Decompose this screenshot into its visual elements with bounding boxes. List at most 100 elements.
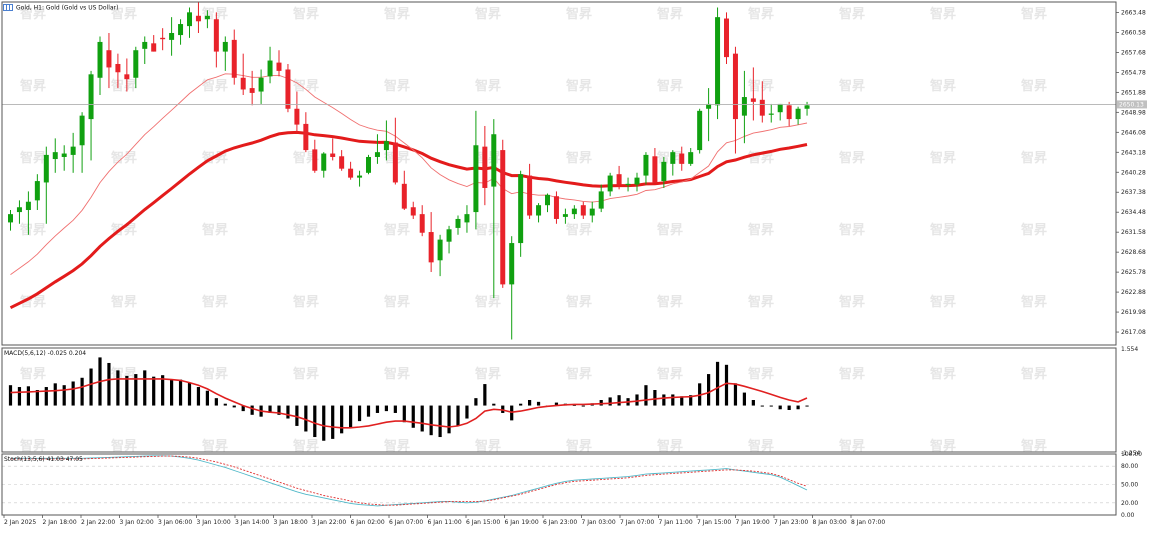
candle[interactable]	[607, 172, 613, 197]
time-tick-label: 3 Jan 02:00	[120, 519, 154, 526]
candle[interactable]	[527, 163, 533, 219]
candle[interactable]	[464, 205, 470, 233]
candle[interactable]	[697, 108, 703, 154]
candle[interactable]	[500, 139, 506, 288]
candle[interactable]	[312, 139, 318, 173]
candle[interactable]	[330, 138, 336, 161]
candle[interactable]	[634, 172, 640, 192]
candle[interactable]	[285, 63, 291, 113]
candle[interactable]	[509, 236, 515, 340]
candle[interactable]	[724, 12, 729, 64]
candle[interactable]	[249, 70, 255, 106]
candle[interactable]	[455, 215, 461, 235]
candle[interactable]	[482, 125, 488, 206]
candle[interactable]	[670, 150, 676, 176]
watermark-logo: 智昇	[657, 150, 683, 166]
candle[interactable]	[759, 81, 765, 123]
candle[interactable]	[294, 91, 300, 133]
candle[interactable]	[240, 53, 246, 95]
candle[interactable]	[688, 148, 694, 166]
candle[interactable]	[491, 119, 497, 299]
candle[interactable]	[401, 170, 407, 211]
candle[interactable]	[8, 210, 13, 231]
candle[interactable]	[616, 165, 622, 190]
candle[interactable]	[428, 212, 434, 272]
candle[interactable]	[106, 32, 112, 89]
stoch-panel[interactable]	[10, 455, 808, 507]
candle[interactable]	[553, 191, 559, 224]
candle[interactable]	[661, 156, 667, 188]
candle[interactable]	[419, 205, 425, 237]
candle[interactable]	[643, 152, 649, 185]
stoch-panel-frame	[1, 453, 1117, 516]
candle[interactable]	[61, 145, 67, 171]
candle[interactable]	[124, 58, 130, 92]
candle[interactable]	[169, 17, 175, 56]
candle[interactable]	[231, 29, 237, 85]
candle[interactable]	[437, 234, 443, 277]
candle[interactable]	[750, 67, 756, 121]
watermark-logo: 智昇	[202, 78, 228, 94]
candle[interactable]	[374, 134, 380, 164]
candle[interactable]	[715, 7, 721, 120]
candle[interactable]	[768, 103, 774, 123]
candle[interactable]	[652, 148, 658, 183]
candle[interactable]	[598, 184, 604, 213]
candle[interactable]	[133, 46, 139, 89]
candle[interactable]	[187, 7, 192, 38]
candle[interactable]	[25, 191, 31, 235]
candle[interactable]	[589, 201, 595, 223]
candle[interactable]	[79, 112, 85, 173]
candle[interactable]	[151, 35, 157, 52]
candle[interactable]	[52, 138, 58, 173]
candle[interactable]	[392, 117, 398, 185]
macd-panel[interactable]	[8, 357, 809, 441]
candle[interactable]	[321, 152, 327, 178]
candle[interactable]	[195, 2, 201, 33]
candle[interactable]	[580, 201, 586, 219]
chart-menu-icon[interactable]	[3, 4, 13, 11]
price-panel[interactable]	[8, 2, 810, 340]
candle[interactable]	[303, 112, 309, 153]
candle[interactable]	[571, 205, 577, 219]
watermark-logo: 智昇	[930, 150, 956, 166]
candle[interactable]	[383, 120, 389, 161]
candle[interactable]	[213, 12, 219, 68]
candle[interactable]	[178, 19, 184, 45]
candle[interactable]	[366, 154, 371, 175]
candle[interactable]	[97, 36, 103, 95]
candle[interactable]	[625, 177, 631, 192]
candle[interactable]	[562, 208, 568, 224]
candle[interactable]	[142, 36, 148, 64]
watermark-logo: 智昇	[1021, 294, 1047, 310]
candle-body	[518, 174, 524, 244]
candle[interactable]	[70, 132, 76, 173]
candle[interactable]	[267, 46, 273, 84]
candle[interactable]	[741, 70, 747, 144]
candle[interactable]	[518, 170, 524, 257]
candle[interactable]	[160, 28, 166, 51]
candle[interactable]	[536, 203, 542, 223]
candle[interactable]	[786, 101, 792, 126]
candle[interactable]	[204, 10, 210, 29]
candle[interactable]	[410, 201, 416, 219]
candle[interactable]	[777, 103, 783, 121]
candle[interactable]	[706, 88, 712, 142]
candle[interactable]	[473, 110, 479, 230]
candle[interactable]	[276, 50, 282, 77]
candle[interactable]	[679, 146, 685, 171]
candle[interactable]	[348, 161, 354, 180]
candle[interactable]	[795, 106, 801, 125]
candle[interactable]	[88, 70, 94, 161]
candle[interactable]	[357, 170, 363, 187]
candle[interactable]	[545, 193, 550, 213]
candle[interactable]	[732, 46, 738, 154]
candle[interactable]	[43, 146, 49, 224]
candle[interactable]	[16, 200, 22, 224]
candle[interactable]	[222, 36, 228, 71]
candle[interactable]	[115, 53, 121, 89]
candle[interactable]	[446, 225, 452, 254]
candle[interactable]	[34, 174, 40, 211]
candle[interactable]	[258, 69, 264, 104]
candle[interactable]	[339, 150, 345, 171]
